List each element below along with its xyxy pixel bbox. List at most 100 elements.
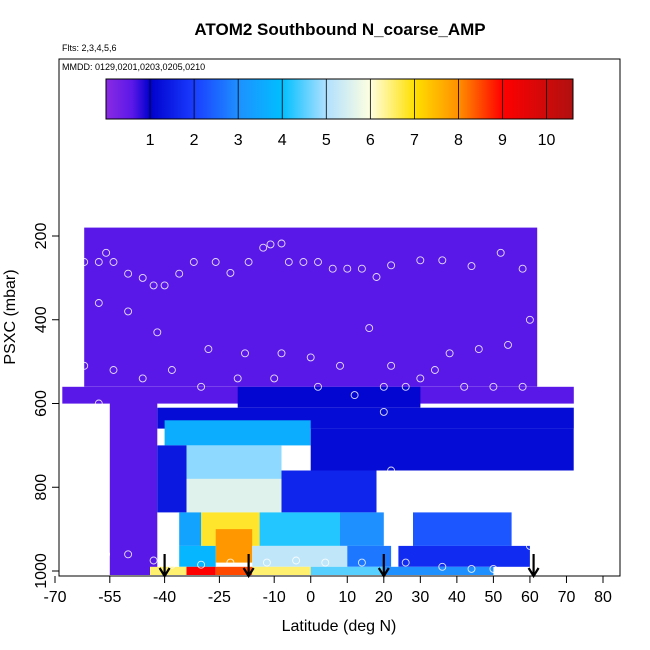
sample-point — [518, 382, 527, 391]
sample-point — [416, 256, 425, 265]
sample-point — [124, 307, 133, 316]
y-tick-label: 1000 — [33, 553, 50, 589]
flight-arrow — [527, 554, 540, 579]
sample-point — [430, 366, 439, 374]
x-tick-label: -55 — [98, 589, 121, 606]
sample-point — [321, 558, 330, 567]
heatmap-cell — [310, 566, 384, 575]
colorbar-tick-label: 3 — [234, 132, 243, 149]
x-tick-label: -40 — [153, 589, 176, 606]
heatmap-cell — [109, 403, 158, 575]
colorbar-tick-label: 2 — [190, 132, 199, 149]
x-tick-label: -25 — [208, 589, 231, 606]
colorbar-tick-label: 1 — [146, 132, 155, 149]
sample-point — [277, 239, 286, 248]
sample-point — [138, 374, 147, 383]
colorbar-tick-label: 7 — [410, 132, 419, 149]
sample-point — [270, 374, 279, 383]
sample-point — [69, 257, 78, 266]
sample-point — [445, 349, 454, 358]
heatmap-cell — [281, 470, 377, 513]
sample-point — [277, 349, 286, 358]
heatmap-cell — [186, 566, 216, 575]
heatmap-cell — [84, 227, 538, 387]
sample-point — [401, 382, 410, 391]
heatmap-cell — [179, 512, 202, 546]
sample-point — [357, 264, 366, 273]
sample-point — [94, 258, 103, 266]
sample-point — [211, 258, 220, 266]
heatmap — [62, 227, 574, 575]
sample-point — [306, 353, 315, 362]
sample-point — [149, 556, 158, 565]
heatmap-cell — [252, 566, 311, 575]
sample-point — [153, 328, 162, 337]
sample-point — [284, 258, 293, 266]
sample-points — [69, 239, 564, 573]
x-tick-label: 80 — [594, 589, 612, 606]
colorbar-tick-label: 5 — [322, 132, 331, 149]
dates-subtitle: MMDD: 0129,0201,0203,0205,0210 — [62, 62, 205, 72]
heatmap-cell — [157, 445, 187, 513]
x-tick-label: -70 — [43, 589, 66, 606]
sample-point — [167, 560, 176, 569]
heatmap-cell — [237, 386, 421, 408]
sample-point — [350, 391, 359, 400]
heatmap-cell — [398, 545, 530, 567]
y-tick-label: 800 — [33, 474, 50, 501]
x-tick-label: 30 — [411, 589, 429, 606]
x-tick-label: 40 — [448, 589, 466, 606]
x-axis-label: Latitude (deg N) — [282, 618, 397, 635]
x-tick-label: 20 — [375, 589, 393, 606]
heatmap-cell — [215, 566, 253, 575]
sample-point — [233, 374, 242, 383]
colorbar-tick-label: 6 — [366, 132, 375, 149]
x-tick-label: -10 — [263, 589, 286, 606]
flights-subtitle: Flts: 2,3,4,5,6 — [62, 43, 117, 53]
sample-point — [241, 349, 249, 358]
y-tick-label: 600 — [33, 390, 50, 417]
colorbar-tick-label: 8 — [454, 132, 463, 149]
sample-point — [343, 264, 352, 273]
sample-point — [175, 269, 184, 278]
sample-point — [80, 361, 89, 370]
sample-point — [372, 273, 381, 281]
sample-point — [149, 281, 158, 290]
sample-point — [496, 248, 505, 257]
sample-point — [379, 407, 388, 416]
x-tick-label: 50 — [485, 589, 503, 606]
sample-point — [438, 562, 447, 571]
x-tick-label: 10 — [338, 589, 356, 606]
heatmap-cell — [215, 529, 253, 563]
sample-point — [387, 261, 396, 270]
sample-point — [357, 558, 366, 567]
heatmap-cell — [186, 445, 282, 479]
colorbar-tick-label: 10 — [538, 132, 556, 149]
sample-point — [467, 262, 476, 271]
sample-point — [467, 564, 476, 573]
sample-point — [314, 382, 322, 391]
colorbar-ticks: 1 2 3 4 5 6 7 8 9 10 — [146, 79, 556, 149]
sample-point — [197, 560, 206, 569]
sample-point — [109, 366, 118, 374]
sample-point — [504, 340, 512, 349]
sample-point — [328, 264, 337, 273]
flight-arrow — [242, 554, 255, 579]
sample-point — [387, 466, 396, 475]
x-tick-label: 60 — [521, 589, 539, 606]
sample-point — [189, 258, 198, 266]
sample-point — [244, 258, 253, 266]
heatmap-cell — [259, 512, 340, 546]
x-tick-label: 0 — [306, 589, 315, 606]
sample-point — [197, 382, 206, 391]
sample-point — [489, 564, 498, 573]
heatmap-cell — [340, 512, 384, 546]
chart-title: ATOM2 Southbound N_coarse_AMP — [194, 20, 485, 39]
sample-point — [226, 558, 235, 567]
colorbar-tick-label: 9 — [498, 132, 507, 149]
sample-point — [124, 269, 133, 278]
y-axis: 200 400 600 800 1000 — [33, 223, 59, 589]
sample-point — [94, 299, 103, 307]
sample-point — [489, 382, 498, 391]
